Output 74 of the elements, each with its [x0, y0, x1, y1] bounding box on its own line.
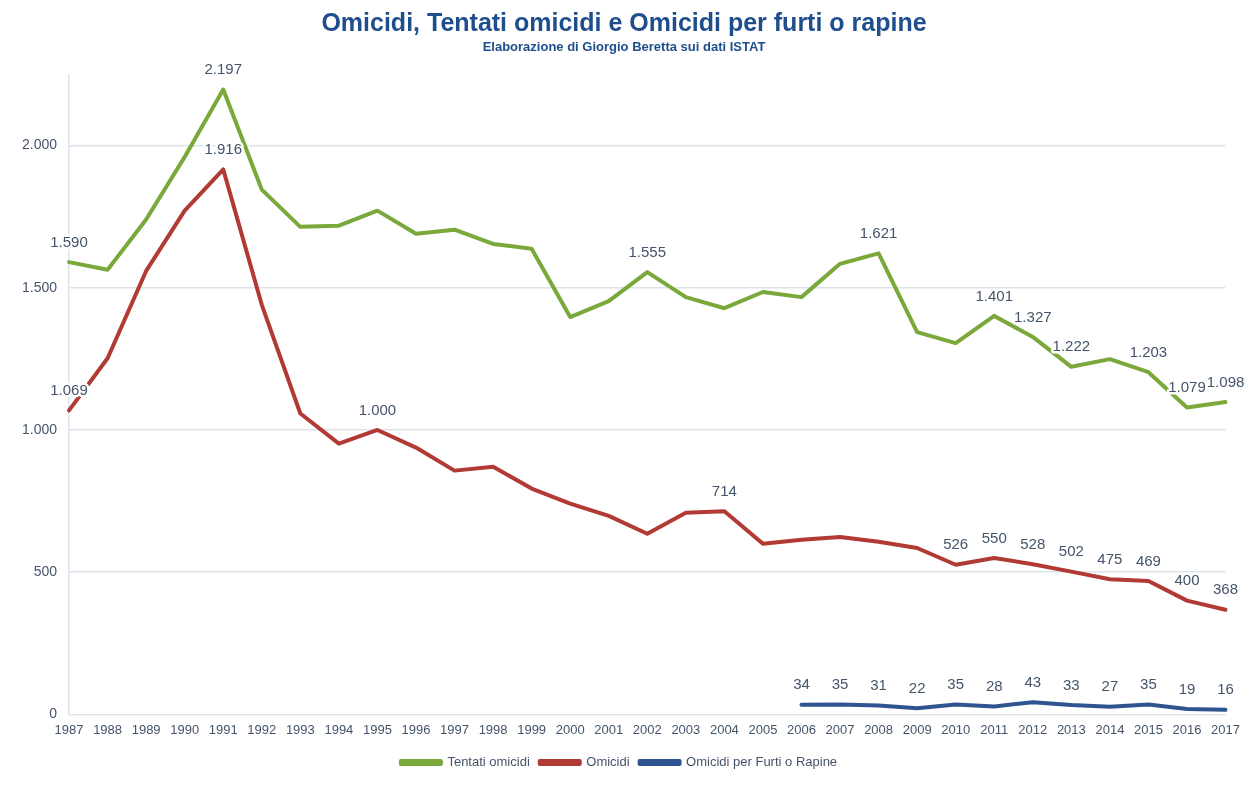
x-tick-label: 2007	[825, 721, 855, 737]
x-tick-label: 1991	[208, 721, 238, 737]
x-tick-label: 2012	[1018, 721, 1048, 737]
y-tick-label: 1.000	[21, 420, 58, 437]
data-label: 1.079	[1168, 378, 1206, 396]
data-label: 19	[1178, 679, 1196, 697]
data-label: 35	[831, 675, 849, 693]
data-label: 34	[793, 675, 810, 693]
data-label: 28	[985, 677, 1003, 695]
chart-subtitle: Elaborazione di Giorgio Beretta sui dati ISTAT	[481, 39, 767, 54]
x-tick-label: 1993	[285, 721, 315, 737]
x-tick-label: 1996	[401, 721, 431, 737]
data-label: 22	[908, 678, 926, 696]
data-label: 714	[711, 481, 737, 499]
data-label: 368	[1213, 580, 1239, 598]
y-tick-label: 0	[49, 705, 58, 722]
data-label: 1.222	[1052, 337, 1091, 355]
data-label: 27	[1101, 677, 1119, 695]
data-label: 1.000	[358, 400, 397, 418]
x-tick-label: 1999	[517, 721, 547, 737]
x-tick-label: 1990	[170, 721, 200, 737]
data-label: 502	[1058, 542, 1084, 560]
x-tick-label: 2003	[671, 721, 701, 737]
x-tick-label: 1997	[440, 721, 469, 737]
data-label: 550	[981, 528, 1007, 546]
data-label: 1.555	[628, 242, 667, 260]
x-tick-label: 2004	[709, 721, 739, 737]
legend-label: Tentati omicidi	[447, 754, 530, 770]
y-tick-label: 500	[33, 563, 58, 580]
x-tick-label: 1989	[131, 721, 161, 737]
x-tick-label: 2017	[1211, 721, 1240, 737]
x-tick-label: 2001	[594, 721, 624, 737]
legend-label: Omicidi per Furti o Rapine	[686, 754, 838, 770]
x-tick-label: 1994	[324, 721, 354, 737]
data-label: 528	[1020, 534, 1046, 552]
x-tick-label: 2013	[1056, 721, 1086, 737]
x-tick-label: 2006	[787, 721, 816, 737]
data-label: 1.621	[859, 223, 898, 241]
data-label: 31	[870, 676, 887, 694]
y-tick-label: 2.000	[21, 136, 58, 153]
data-label: 1.203	[1129, 342, 1168, 360]
x-tick-label: 2002	[632, 721, 662, 737]
data-label: 526	[943, 535, 969, 553]
data-label: 1.098	[1206, 372, 1245, 390]
data-label: 1.327	[1014, 307, 1052, 325]
data-label: 400	[1174, 571, 1200, 589]
data-label: 2.197	[204, 60, 243, 78]
y-tick-label: 1.500	[21, 278, 58, 295]
x-tick-label: 2014	[1095, 721, 1125, 737]
x-tick-label: 2010	[941, 721, 971, 737]
x-tick-label: 1998	[478, 721, 508, 737]
x-tick-label: 2011	[980, 721, 1009, 737]
x-tick-label: 1988	[93, 721, 123, 737]
x-tick-label: 2016	[1172, 721, 1202, 737]
x-tick-label: 2005	[748, 721, 778, 737]
data-label: 1.401	[975, 286, 1014, 304]
chart-title: Omicidi, Tentati omicidi e Omicidi per furti o rapine	[320, 8, 928, 37]
x-tick-label: 2000	[555, 721, 585, 737]
x-tick-label: 2009	[902, 721, 932, 737]
data-label: 35	[947, 675, 965, 693]
x-tick-label: 2008	[864, 721, 894, 737]
data-label: 16	[1217, 680, 1234, 698]
data-label: 469	[1135, 551, 1161, 569]
data-label: 1.916	[204, 140, 243, 158]
legend-label: Omicidi	[586, 754, 630, 770]
data-label: 35	[1140, 675, 1157, 693]
data-label: 43	[1024, 672, 1042, 690]
x-tick-label: 1995	[362, 721, 392, 737]
x-tick-label: 2015	[1133, 721, 1163, 737]
data-label: 475	[1097, 549, 1123, 567]
x-tick-label: 1987	[54, 721, 84, 737]
data-label: 1.590	[50, 232, 88, 250]
x-tick-label: 1992	[247, 721, 277, 737]
data-label: 33	[1063, 675, 1080, 693]
